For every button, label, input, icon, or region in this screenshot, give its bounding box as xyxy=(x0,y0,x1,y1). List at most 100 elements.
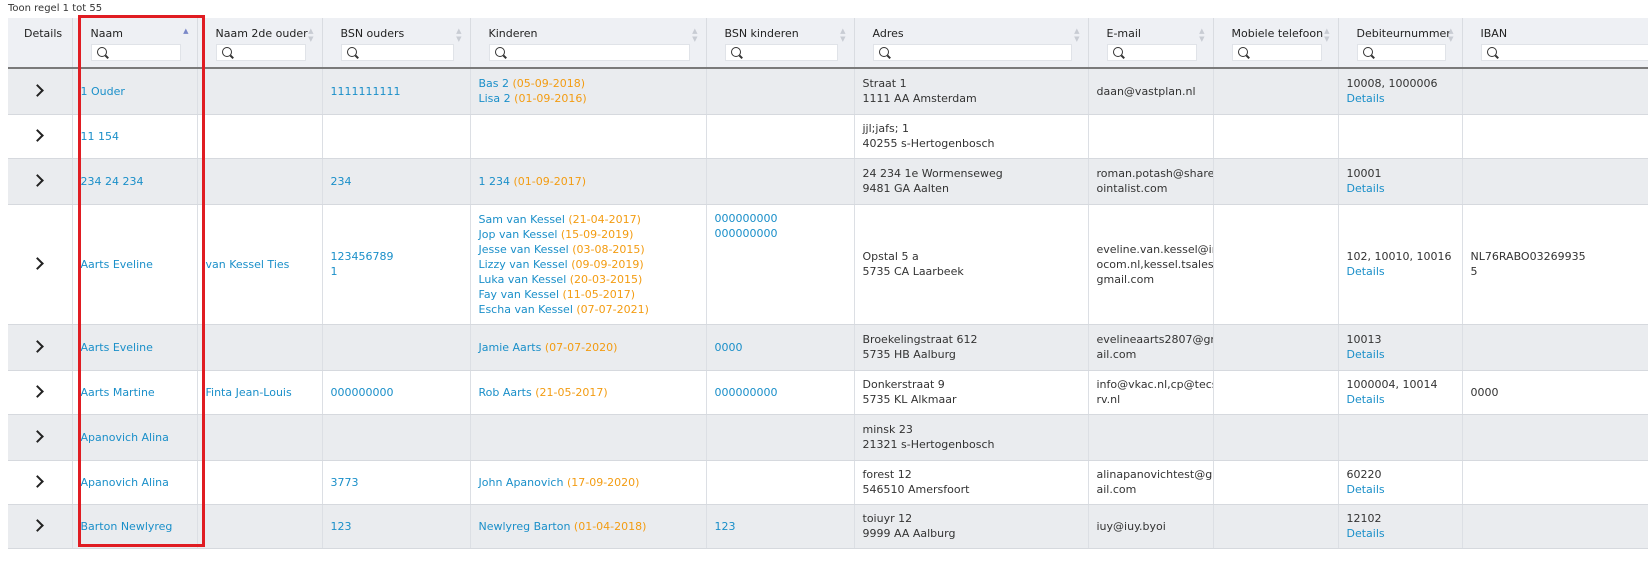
child-name-link[interactable]: 1 234 xyxy=(478,174,511,188)
search-input-mobiele-telefoon[interactable] xyxy=(1250,45,1317,60)
child-name-link[interactable]: John Apanovich xyxy=(478,475,564,489)
child-name-link[interactable]: Newlyreg Barton xyxy=(478,519,571,533)
parent-name-link[interactable]: Aarts Eveline xyxy=(80,340,153,354)
search-input-naam-2de-ouder[interactable] xyxy=(234,45,301,60)
debtor-details-link[interactable]: Details xyxy=(1346,182,1385,195)
child-name-link[interactable]: Luka van Kessel xyxy=(478,272,567,286)
bsn-parent-link[interactable]: 123456789 xyxy=(330,250,394,263)
column-header-mobiele-telefoon[interactable]: Mobiele telefoon ▲ ▼ xyxy=(1213,18,1339,68)
parent-name-link[interactable]: Aarts Martine xyxy=(80,385,155,399)
sort-icon[interactable]: ▲ ▼ xyxy=(308,27,314,43)
search-input-bsn-kinderen[interactable] xyxy=(743,45,833,60)
column-header-bsn-kinderen[interactable]: BSN kinderen ▲ ▼ xyxy=(706,18,855,68)
child-name-link[interactable]: Bas 2 xyxy=(478,77,510,91)
sort-icon[interactable]: ▲ ▼ xyxy=(1324,27,1330,43)
bsn-child-link[interactable]: 0000 xyxy=(714,340,743,354)
column-search-box[interactable] xyxy=(340,44,454,61)
second-parent-name-link[interactable]: Finta Jean-Louis xyxy=(205,385,292,399)
sort-icon[interactable]: ▲ ▼ xyxy=(1074,27,1080,43)
parent-name-link[interactable]: 11 154 xyxy=(80,129,120,143)
sort-ascending-icon[interactable]: ▲ xyxy=(183,27,189,35)
sort-icon[interactable]: ▲ ▼ xyxy=(1448,27,1454,43)
bsn-parent-link[interactable]: 1111111111 xyxy=(330,84,401,98)
sort-icon[interactable]: ▲ ▼ xyxy=(840,27,846,43)
chevron-right-icon[interactable] xyxy=(31,339,45,353)
column-header-naam-2de-ouder[interactable]: Naam 2de ouder ▲ ▼ xyxy=(197,18,323,68)
column-header-details[interactable]: Details xyxy=(8,18,73,68)
search-input-adres[interactable] xyxy=(891,45,1067,60)
search-input-naam[interactable] xyxy=(109,45,176,60)
expand-row-cell[interactable] xyxy=(8,68,73,115)
sort-icon[interactable]: ▲ ▼ xyxy=(692,27,698,43)
bsn-parent-link[interactable]: 234 xyxy=(330,174,352,188)
parent-name-link[interactable]: Aarts Eveline xyxy=(80,257,153,271)
search-input-bsn-ouders[interactable] xyxy=(359,45,449,60)
search-input-kinderen[interactable] xyxy=(507,45,685,60)
chevron-right-icon[interactable] xyxy=(31,173,45,187)
expand-row-cell[interactable] xyxy=(8,414,73,461)
second-parent-name-link[interactable]: van Kessel Ties xyxy=(205,257,290,271)
column-header-naam[interactable]: Naam ▲ xyxy=(72,18,198,68)
bsn-child-link[interactable]: 000000000 xyxy=(714,226,778,240)
search-input-debiteurnummer[interactable] xyxy=(1375,45,1441,60)
bsn-parent-link[interactable]: 123 xyxy=(330,519,352,533)
debtor-details-link[interactable]: Details xyxy=(1346,265,1385,278)
bsn-child-link[interactable]: 000000000 xyxy=(714,385,778,399)
expand-row-cell[interactable] xyxy=(8,460,73,505)
parent-name-link[interactable]: 234 24 234 xyxy=(80,174,144,188)
chevron-right-icon[interactable] xyxy=(31,518,45,532)
child-name-link[interactable]: Lisa 2 xyxy=(478,92,511,106)
child-name-link[interactable]: Jamie Aarts xyxy=(478,340,542,354)
expand-row-cell[interactable] xyxy=(8,204,73,325)
column-search-box[interactable] xyxy=(1106,44,1197,61)
child-name-link[interactable]: Sam van Kessel xyxy=(478,212,565,226)
column-search-box[interactable] xyxy=(1356,44,1446,61)
parent-name-link[interactable]: Barton Newlyreg xyxy=(80,519,173,533)
search-input-iban[interactable] xyxy=(1499,45,1648,60)
chevron-right-icon[interactable] xyxy=(31,429,45,443)
sort-icon[interactable]: ▲ ▼ xyxy=(456,27,462,43)
column-search-box[interactable] xyxy=(215,44,306,61)
expand-row-cell[interactable] xyxy=(8,324,73,371)
parent-name-link[interactable]: 1 Ouder xyxy=(80,84,125,98)
child-name-link[interactable]: Rob Aarts xyxy=(478,385,532,399)
column-header-bsn-ouders[interactable]: BSN ouders ▲ ▼ xyxy=(322,18,471,68)
debtor-details-link[interactable]: Details xyxy=(1346,348,1385,361)
column-search-box[interactable] xyxy=(872,44,1072,61)
column-header-iban[interactable]: IBAN▲▼ xyxy=(1462,18,1648,68)
child-name-link[interactable]: Jop van Kessel xyxy=(478,227,558,241)
child-name-link[interactable]: Lizzy van Kessel xyxy=(478,257,568,271)
column-search-box[interactable] xyxy=(488,44,690,61)
expand-row-cell[interactable] xyxy=(8,504,73,549)
chevron-right-icon[interactable] xyxy=(31,384,45,398)
sort-icon[interactable]: ▲ ▼ xyxy=(1199,27,1205,43)
bsn-parent-link[interactable]: 3773 xyxy=(330,475,359,489)
bsn-child-link[interactable]: 123 xyxy=(714,519,736,533)
child-name-link[interactable]: Jesse van Kessel xyxy=(478,242,569,256)
chevron-right-icon[interactable] xyxy=(31,474,45,488)
expand-row-cell[interactable] xyxy=(8,158,73,205)
child-name-link[interactable]: Escha van Kessel xyxy=(478,302,573,316)
bsn-parent-link[interactable]: 1 xyxy=(330,265,338,278)
bsn-parent-link[interactable]: 000000000 xyxy=(330,385,394,399)
chevron-right-icon[interactable] xyxy=(31,83,45,97)
debtor-details-link[interactable]: Details xyxy=(1346,393,1385,406)
column-header-debiteurnummer[interactable]: Debiteurnummer ▲ ▼ xyxy=(1338,18,1463,68)
column-search-box[interactable] xyxy=(90,44,181,61)
debtor-details-link[interactable]: Details xyxy=(1346,92,1385,106)
debtor-details-link[interactable]: Details xyxy=(1346,527,1385,540)
column-search-box[interactable] xyxy=(1480,44,1648,61)
chevron-right-icon[interactable] xyxy=(31,128,45,142)
child-name-link[interactable]: Fay van Kessel xyxy=(478,287,560,301)
expand-row-cell[interactable] xyxy=(8,114,73,159)
column-header-kinderen[interactable]: Kinderen ▲ ▼ xyxy=(470,18,707,68)
column-search-box[interactable] xyxy=(1231,44,1322,61)
debtor-details-link[interactable]: Details xyxy=(1346,483,1385,496)
parent-name-link[interactable]: Apanovich Alina xyxy=(80,430,169,444)
chevron-right-icon[interactable] xyxy=(31,256,45,270)
parent-name-link[interactable]: Apanovich Alina xyxy=(80,475,169,489)
column-header-adres[interactable]: Adres ▲ ▼ xyxy=(854,18,1089,68)
expand-row-cell[interactable] xyxy=(8,370,73,415)
column-search-box[interactable] xyxy=(724,44,838,61)
bsn-child-link[interactable]: 000000000 xyxy=(714,211,778,225)
